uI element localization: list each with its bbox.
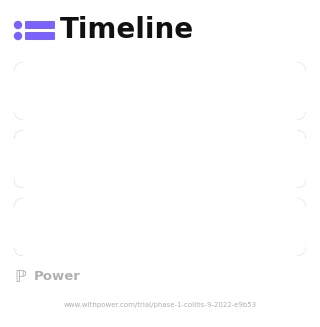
FancyBboxPatch shape [14, 198, 306, 256]
Text: Treatment ~: Treatment ~ [36, 150, 140, 168]
Text: Follow ups ~: Follow ups ~ [36, 218, 142, 236]
Circle shape [14, 32, 21, 40]
Text: www.withpower.com/trial/phase-1-colitis-9-2022-e9b53: www.withpower.com/trial/phase-1-colitis-… [63, 302, 257, 308]
Text: Varies: Varies [237, 150, 288, 168]
FancyBboxPatch shape [25, 32, 55, 40]
Text: Screening ~: Screening ~ [36, 82, 138, 100]
Text: 3 weeks: 3 weeks [220, 82, 288, 100]
Circle shape [14, 22, 21, 28]
FancyBboxPatch shape [25, 21, 55, 29]
Text: Timeline: Timeline [60, 16, 194, 44]
Text: Power: Power [34, 270, 81, 284]
Text: month 6: month 6 [218, 218, 288, 236]
Text: ℙ: ℙ [14, 268, 26, 286]
FancyBboxPatch shape [14, 62, 306, 120]
FancyBboxPatch shape [14, 130, 306, 188]
